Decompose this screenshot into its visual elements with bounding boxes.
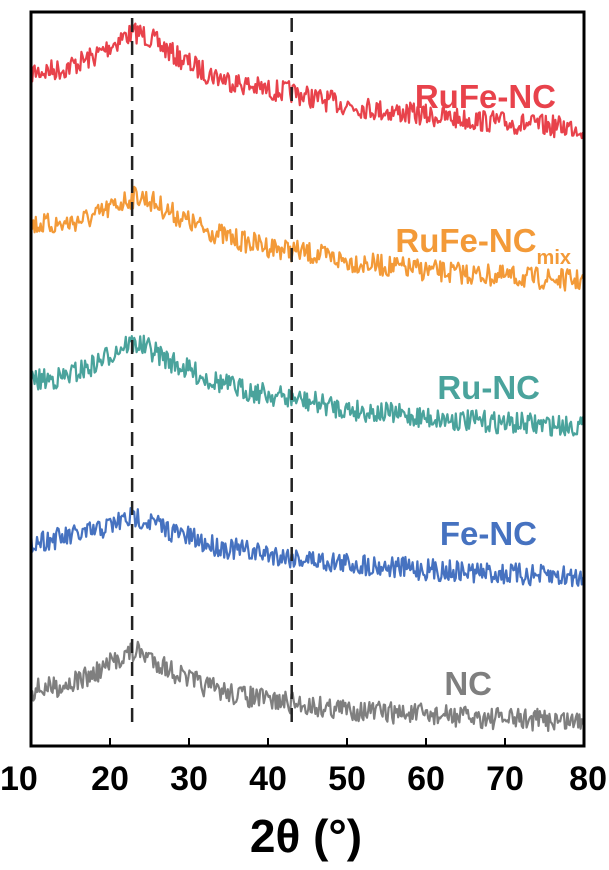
series-line-rufe-nc <box>29 22 585 140</box>
series-layer <box>29 22 585 732</box>
series-line-nc <box>29 640 585 732</box>
x-axis-title: 2θ (°) <box>250 810 362 862</box>
x-tick-label: 40 <box>249 760 287 798</box>
x-tick-label: 20 <box>91 760 129 798</box>
series-label-fe-nc: Fe-NC <box>440 515 537 552</box>
series-line-fe-nc <box>29 507 585 588</box>
series-line-rufe-ncmix <box>29 185 585 292</box>
x-tick-label: 50 <box>328 760 366 798</box>
series-labels: RuFe-NC RuFe-NCmix Ru-NC Fe-NC NC <box>395 78 571 702</box>
x-tick-label: 80 <box>569 760 607 798</box>
x-tick-label: 70 <box>486 760 524 798</box>
series-label-ru-nc: Ru-NC <box>437 369 540 406</box>
series-line-ru-nc <box>29 334 585 437</box>
x-axis-ticks: 10 20 30 40 50 60 70 80 <box>0 738 607 798</box>
reference-lines <box>130 18 293 724</box>
x-tick-label: 30 <box>170 760 208 798</box>
plot-frame <box>29 10 586 748</box>
series-label-nc: NC <box>444 665 492 702</box>
series-label-rufe-nc: RuFe-NC <box>415 78 556 115</box>
x-tick-label: 60 <box>407 760 445 798</box>
x-tick-label: 10 <box>0 760 38 798</box>
series-label-rufe-ncmix: RuFe-NCmix <box>395 222 571 269</box>
